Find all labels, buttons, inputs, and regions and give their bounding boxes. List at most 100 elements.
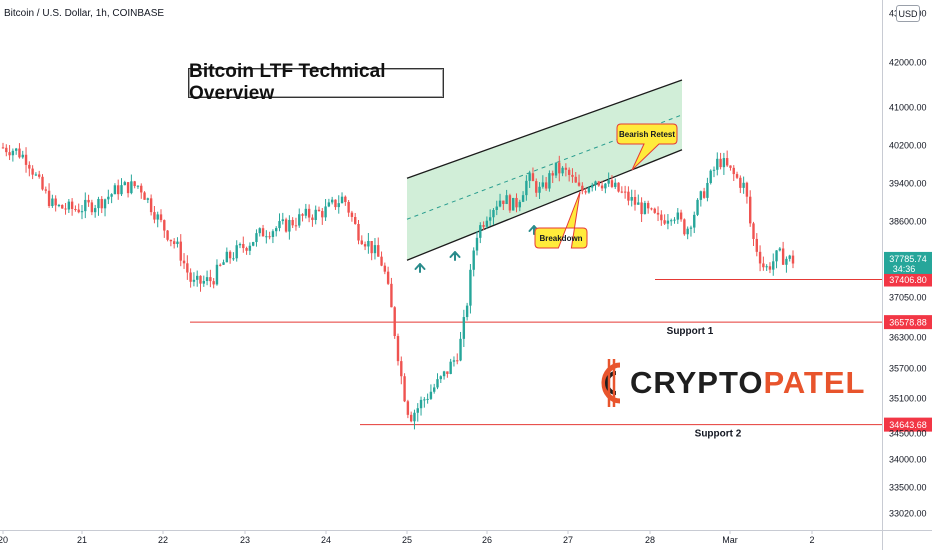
candle bbox=[785, 256, 788, 273]
candle-body bbox=[103, 199, 107, 209]
candle-body bbox=[268, 236, 271, 238]
x-tick-label: 27 bbox=[563, 535, 573, 545]
candle-body bbox=[653, 208, 656, 213]
candle bbox=[44, 186, 47, 194]
candle-body bbox=[169, 239, 173, 242]
breakdown-callout-text: Breakdown bbox=[539, 234, 582, 243]
candle bbox=[403, 373, 406, 403]
candle-body bbox=[696, 199, 699, 215]
candle bbox=[242, 236, 245, 253]
channel-upper-line bbox=[406, 79, 683, 179]
candle bbox=[24, 147, 28, 173]
candle-body bbox=[512, 197, 515, 211]
candle bbox=[100, 196, 103, 214]
candle bbox=[775, 250, 778, 269]
candle-body bbox=[54, 198, 57, 206]
candle bbox=[623, 185, 627, 199]
candle bbox=[47, 183, 51, 208]
y-tick-label: 38600.00 bbox=[889, 217, 927, 227]
candle-body bbox=[215, 264, 219, 285]
candle bbox=[469, 264, 472, 314]
support-levels: 36578.88 34643.68 37406.80 Support 1 Support… bbox=[190, 251, 932, 440]
y-tick-label: 39400.00 bbox=[889, 179, 927, 189]
candle bbox=[373, 238, 377, 260]
candle-body bbox=[113, 185, 117, 195]
candle bbox=[54, 195, 57, 212]
candle bbox=[64, 202, 67, 215]
candle bbox=[577, 174, 581, 187]
candle bbox=[189, 268, 192, 288]
candle bbox=[630, 189, 633, 207]
candle-body bbox=[623, 191, 627, 193]
candle-body bbox=[140, 185, 143, 193]
candle bbox=[21, 150, 24, 159]
candle bbox=[159, 209, 163, 223]
candle bbox=[472, 247, 475, 277]
candle-body bbox=[133, 181, 136, 187]
candle-body bbox=[186, 263, 189, 273]
candle bbox=[219, 263, 222, 267]
candle-body bbox=[587, 187, 591, 193]
candle bbox=[232, 252, 235, 261]
candle bbox=[449, 358, 452, 375]
candle bbox=[344, 195, 347, 206]
candle bbox=[400, 356, 403, 385]
candle bbox=[314, 205, 317, 225]
candle bbox=[212, 278, 215, 289]
x-tick-label: 26 bbox=[482, 535, 492, 545]
candle bbox=[238, 242, 242, 249]
candle-body bbox=[57, 205, 61, 207]
candle-body bbox=[327, 202, 331, 207]
candle bbox=[591, 182, 594, 192]
candle bbox=[245, 246, 248, 255]
candle-body bbox=[340, 196, 344, 204]
candle-body bbox=[258, 228, 261, 234]
candle-body bbox=[192, 279, 196, 282]
candle bbox=[367, 232, 370, 254]
candle-body bbox=[567, 169, 571, 175]
currency-button[interactable]: USD bbox=[896, 5, 920, 22]
candle bbox=[307, 204, 311, 223]
candle bbox=[278, 213, 281, 232]
candle bbox=[498, 193, 502, 208]
candle bbox=[172, 238, 176, 249]
candle-body bbox=[745, 182, 749, 197]
candle-body bbox=[354, 216, 357, 224]
candle bbox=[633, 189, 637, 211]
candle bbox=[340, 192, 344, 204]
candle-body bbox=[205, 277, 209, 282]
candle-body bbox=[630, 196, 633, 201]
candle-body bbox=[709, 170, 712, 183]
candle-body bbox=[179, 241, 182, 261]
candle bbox=[182, 253, 186, 269]
candle bbox=[97, 196, 100, 216]
candle bbox=[640, 197, 643, 223]
candle bbox=[140, 183, 143, 199]
candle-body bbox=[650, 208, 653, 210]
candle bbox=[179, 234, 182, 267]
candle bbox=[551, 170, 554, 183]
candle bbox=[67, 198, 71, 214]
candle bbox=[149, 194, 153, 216]
candle-body bbox=[574, 176, 577, 183]
candle bbox=[126, 181, 130, 198]
candle-body bbox=[788, 255, 791, 259]
candle bbox=[265, 230, 268, 244]
candle bbox=[528, 170, 531, 188]
candle bbox=[521, 191, 525, 203]
up-arrow-icon bbox=[449, 251, 461, 261]
candle bbox=[311, 214, 314, 227]
level-price-label: 36578.88 bbox=[889, 318, 927, 328]
candle-body bbox=[311, 217, 314, 220]
candle bbox=[446, 371, 449, 378]
candle-body bbox=[413, 412, 416, 422]
candle-body bbox=[518, 201, 521, 208]
candle-body bbox=[607, 180, 610, 184]
candle bbox=[196, 270, 199, 287]
candle bbox=[396, 333, 400, 366]
candle bbox=[781, 241, 785, 265]
candle-body bbox=[775, 250, 778, 262]
candle bbox=[186, 255, 189, 280]
